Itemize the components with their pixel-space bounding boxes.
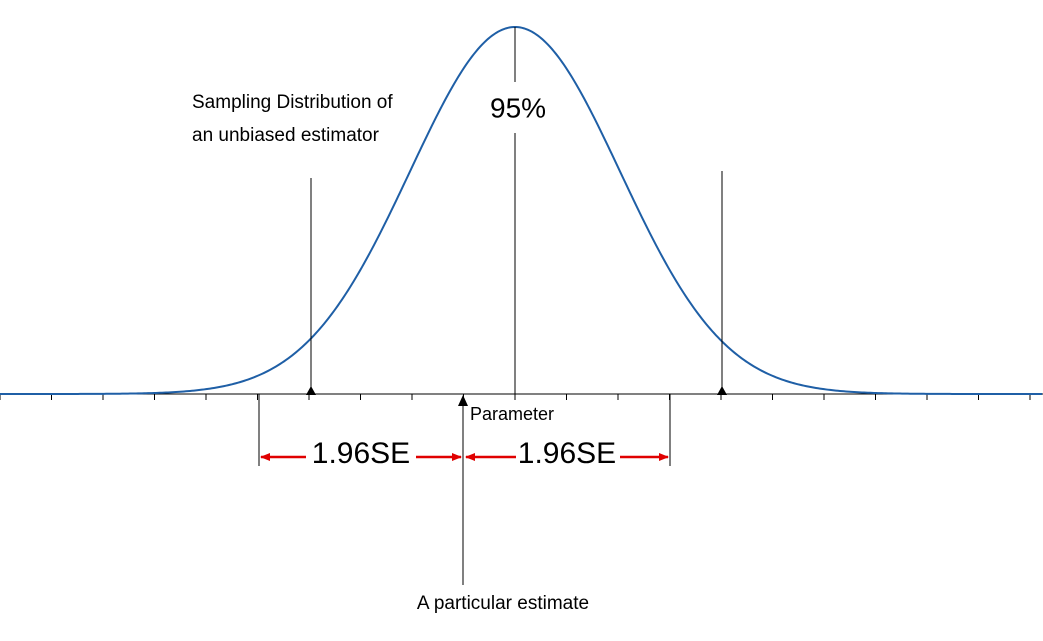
distribution-label: an unbiased estimator	[192, 125, 380, 146]
estimate-label: A particular estimate	[417, 593, 589, 614]
estimate-arrowhead	[458, 395, 468, 406]
coverage-label: 95%	[490, 92, 546, 123]
parameter-label: Parameter	[470, 404, 554, 424]
distribution-label: Sampling Distribution of	[192, 92, 393, 113]
normal-curve	[0, 26, 1042, 395]
margin-label: 1.96SE	[312, 437, 410, 470]
lower-limit-marker	[306, 386, 316, 395]
upper-limit-marker	[717, 386, 727, 395]
margin-label: 1.96SE	[518, 437, 616, 470]
axis-ticks	[0, 394, 1031, 400]
